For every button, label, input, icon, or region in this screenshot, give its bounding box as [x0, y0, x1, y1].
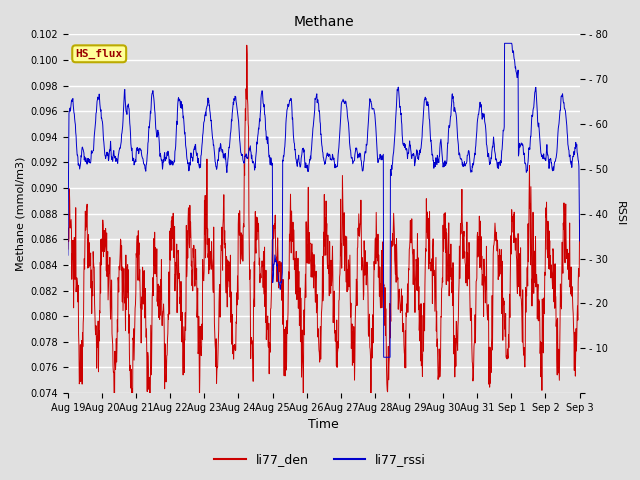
- li77_den: [178, 331, 186, 336]
- li77_den: [576, 217, 584, 223]
- li77_rssi: [470, 156, 478, 162]
- li77_den: [243, 42, 251, 48]
- li77_den: [166, 311, 173, 317]
- li77_rssi: [235, 124, 243, 130]
- li77_rssi: [576, 238, 584, 244]
- li77_rssi: [403, 150, 411, 156]
- Title: Methane: Methane: [294, 15, 354, 29]
- li77_den: [236, 232, 243, 238]
- li77_rssi: [178, 103, 186, 109]
- X-axis label: Time: Time: [308, 419, 339, 432]
- li77_den: [111, 413, 118, 419]
- Legend: li77_den, li77_rssi: li77_den, li77_rssi: [209, 448, 431, 471]
- Text: HS_flux: HS_flux: [76, 48, 123, 59]
- li77_rssi: [516, 141, 524, 146]
- Line: li77_rssi: li77_rssi: [68, 43, 580, 357]
- Y-axis label: Methane (mmol/m3): Methane (mmol/m3): [15, 156, 25, 271]
- li77_rssi: [64, 252, 72, 258]
- li77_rssi: [165, 160, 173, 166]
- li77_rssi: [500, 40, 508, 46]
- li77_den: [470, 339, 478, 345]
- Line: li77_den: li77_den: [68, 45, 580, 416]
- li77_den: [404, 281, 412, 287]
- Y-axis label: RSSI: RSSI: [615, 201, 625, 227]
- li77_den: [516, 251, 524, 257]
- li77_den: [64, 246, 72, 252]
- li77_rssi: [380, 354, 387, 360]
